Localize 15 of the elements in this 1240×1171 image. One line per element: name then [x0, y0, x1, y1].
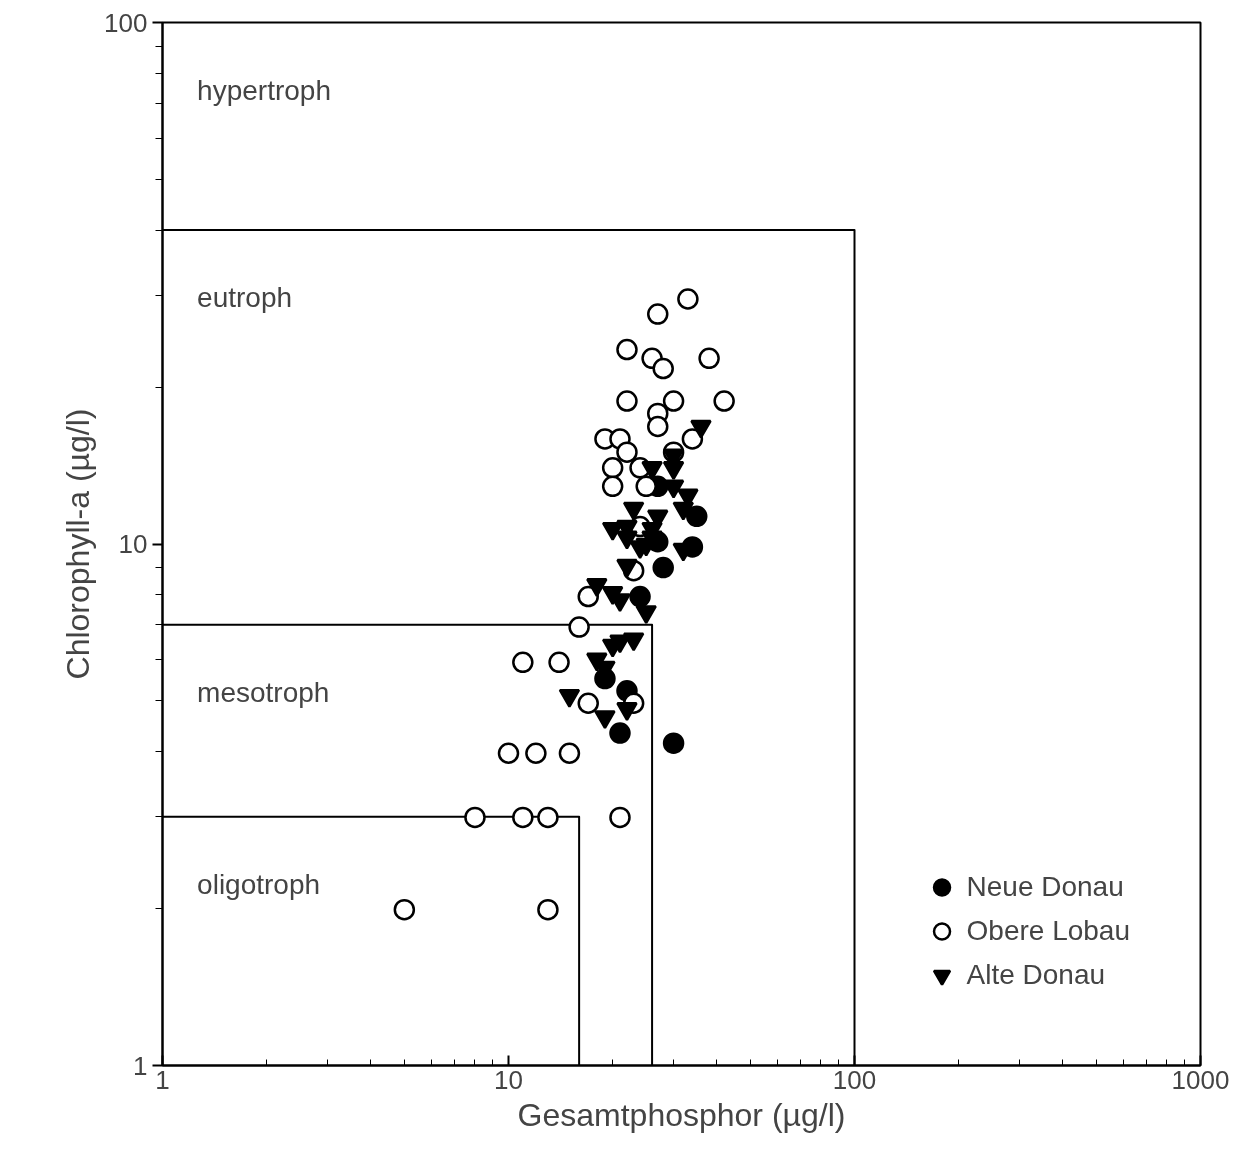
annotation: oligotroph — [197, 868, 321, 900]
y-axis-title: Chlorophyll-a (µg/l) — [60, 408, 97, 680]
annotation: mesotroph — [197, 677, 330, 709]
y-tick-label: 10 — [118, 529, 148, 559]
annotation: hypertroph — [197, 74, 331, 106]
legend-label: Alte Donau — [966, 958, 1106, 992]
x-tick-label: 100 — [832, 1064, 877, 1095]
legend-label: Neue Donau — [966, 870, 1124, 904]
x-tick-label: 10 — [494, 1064, 523, 1095]
x-tick-label: 1 — [155, 1064, 170, 1095]
annotation: eutroph — [197, 282, 293, 314]
x-axis-title: Gesamtphosphor (µg/l) — [517, 1096, 846, 1133]
x-tick-label: 1000 — [1171, 1064, 1230, 1095]
legend-label: Obere Lobau — [966, 914, 1130, 948]
y-tick-label: 100 — [104, 7, 148, 38]
